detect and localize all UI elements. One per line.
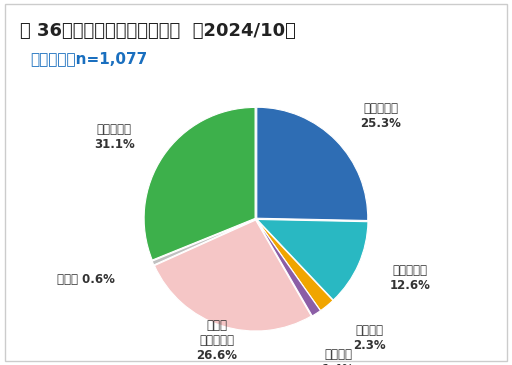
Text: 沒支持
哪一個政黨
26.6%: 沒支持 哪一個政黨 26.6%: [197, 319, 238, 362]
Text: 中國國民黨
25.3%: 中國國民黨 25.3%: [360, 103, 401, 131]
Wedge shape: [155, 220, 311, 331]
Wedge shape: [144, 107, 255, 260]
Text: 台灣民眾黨
12.6%: 台灣民眾黨 12.6%: [390, 264, 431, 292]
Wedge shape: [257, 220, 321, 316]
Text: 不知道 0.6%: 不知道 0.6%: [57, 273, 115, 286]
Wedge shape: [257, 220, 333, 311]
Text: 其他政黨
1.4%: 其他政黨 1.4%: [322, 348, 355, 365]
Text: 民主進步黨
31.1%: 民主進步黨 31.1%: [94, 123, 135, 151]
Wedge shape: [257, 219, 368, 300]
Wedge shape: [257, 107, 368, 220]
Text: 時代力量
2.3%: 時代力量 2.3%: [353, 323, 386, 351]
Text: 樣本總數：n=1,077: 樣本總數：n=1,077: [31, 51, 148, 66]
Text: 圖 36：台灣人的政黨支持傾向  （2024/10）: 圖 36：台灣人的政黨支持傾向 （2024/10）: [20, 22, 296, 40]
Wedge shape: [152, 219, 255, 265]
